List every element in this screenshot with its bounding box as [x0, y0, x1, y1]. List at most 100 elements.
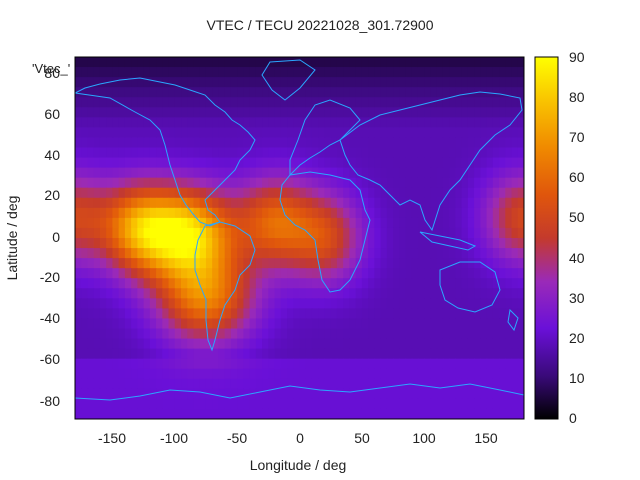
heatmap-cell [361, 77, 369, 88]
heatmap-cell [411, 77, 419, 88]
heatmap-cell [386, 137, 394, 149]
heatmap-cell [511, 388, 519, 400]
heatmap-cell [449, 127, 457, 139]
heatmap-cell [449, 57, 457, 68]
heatmap-cell [99, 137, 107, 149]
heatmap-cell [156, 368, 163, 380]
heatmap-cell [99, 87, 107, 98]
heatmap-cell [386, 217, 394, 229]
heatmap-cell [480, 97, 488, 108]
heatmap-cell [436, 348, 444, 360]
heatmap-cell [75, 197, 82, 209]
heatmap-cell [287, 248, 294, 259]
heatmap-cell [268, 398, 276, 410]
heatmap-cell [361, 157, 369, 169]
heatmap-cell [131, 248, 138, 259]
heatmap-cell [124, 248, 132, 259]
coastlines [75, 59, 524, 401]
heatmap-cell [311, 87, 319, 98]
heatmap-cell [280, 127, 288, 139]
heatmap-cell [268, 358, 276, 370]
heatmap-cell [399, 177, 407, 189]
heatmap-cell [156, 338, 163, 350]
heatmap-cell [449, 147, 457, 159]
heatmap-cell [255, 217, 263, 229]
heatmap-cell [131, 298, 138, 309]
heatmap-cell [237, 328, 244, 340]
heatmap-cell [411, 238, 419, 249]
heatmap-cell [517, 238, 524, 249]
heatmap-cell [255, 308, 263, 320]
heatmap-cell [199, 137, 207, 149]
heatmap-cell [517, 348, 524, 360]
heatmap-cell [118, 388, 126, 400]
heatmap-cell [368, 308, 375, 320]
heatmap-cell [374, 308, 382, 320]
heatmap-cell [293, 157, 301, 169]
heatmap-cell [424, 147, 432, 159]
heatmap-cell [349, 207, 357, 219]
heatmap-cell [368, 207, 375, 219]
heatmap-cell [224, 358, 232, 370]
colorbar-tick: 70 [569, 129, 585, 145]
heatmap-cell [305, 57, 313, 68]
heatmap-cell [511, 348, 519, 360]
heatmap-cell [112, 308, 120, 320]
heatmap-cell [474, 388, 481, 400]
heatmap-cell [199, 358, 207, 370]
heatmap-cell [405, 147, 413, 159]
heatmap-cell [280, 67, 288, 78]
heatmap-cell [124, 157, 132, 169]
heatmap-cell [75, 258, 82, 269]
heatmap-cell [399, 378, 407, 390]
heatmap-cell [255, 147, 263, 159]
heatmap-cell [124, 258, 132, 269]
heatmap-cell [187, 388, 195, 400]
heatmap-cell [430, 408, 438, 419]
heatmap-cell [156, 57, 163, 68]
heatmap-cell [411, 117, 419, 128]
heatmap-cell [424, 67, 432, 78]
heatmap-cell [249, 197, 257, 209]
heatmap-cell [212, 328, 220, 340]
heatmap-cell [99, 97, 107, 108]
heatmap-cell [480, 258, 488, 269]
heatmap-cell [143, 157, 151, 169]
heatmap-cell [449, 77, 457, 88]
heatmap-cell [299, 137, 307, 149]
heatmap-cell [349, 57, 357, 68]
heatmap-cell [87, 87, 95, 98]
heatmap-cell [181, 388, 188, 400]
heatmap-cell [374, 77, 382, 88]
heatmap-cell [99, 338, 107, 350]
heatmap-cell [287, 217, 294, 229]
heatmap-cell [168, 197, 176, 209]
heatmap-cell [517, 398, 524, 410]
heatmap-cell [199, 318, 207, 330]
heatmap-cell [349, 137, 357, 149]
heatmap-cell [293, 368, 301, 380]
heatmap-cell [230, 378, 238, 390]
heatmap-cell [224, 137, 232, 149]
heatmap-cell [149, 348, 157, 360]
heatmap-cell [467, 248, 475, 259]
heatmap-cell [143, 167, 151, 179]
heatmap-cell [268, 388, 276, 400]
heatmap-cell [274, 318, 282, 330]
heatmap-cell [137, 197, 145, 209]
heatmap-cell [486, 318, 494, 330]
heatmap-cell [499, 97, 506, 108]
heatmap-cell [492, 77, 500, 88]
heatmap-cell [311, 147, 319, 159]
heatmap-cell [461, 127, 469, 139]
heatmap-cell [442, 107, 450, 118]
heatmap-cell [112, 97, 120, 108]
heatmap-cell [243, 338, 251, 350]
heatmap-cell [106, 67, 114, 78]
heatmap-cell [449, 207, 457, 219]
heatmap-cell [417, 207, 425, 219]
heatmap-cell [112, 157, 120, 169]
heatmap-cell [293, 318, 301, 330]
heatmap-cell [149, 177, 157, 189]
heatmap-cell [156, 298, 163, 309]
